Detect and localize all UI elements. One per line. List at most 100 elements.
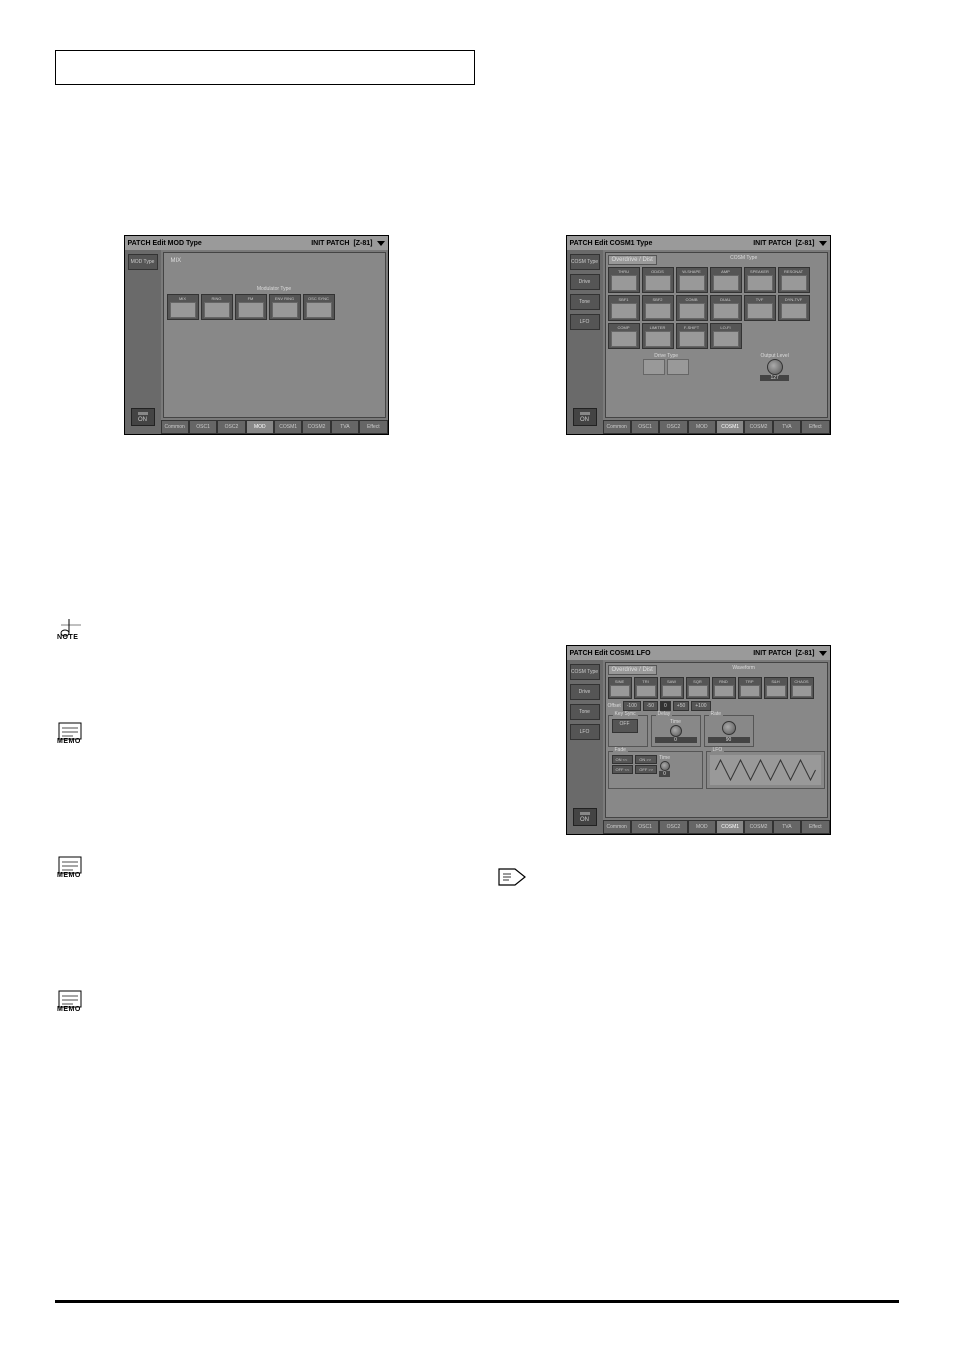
fade-off-right[interactable]: OFF >> — [635, 765, 657, 774]
tile-resonat[interactable]: RESONAT — [778, 267, 810, 293]
ref-block — [497, 865, 899, 889]
wave-tri[interactable]: TRI — [634, 677, 658, 699]
drive-option[interactable] — [667, 359, 689, 375]
tab-mod[interactable]: MOD — [688, 420, 716, 434]
tile-icon — [713, 331, 739, 347]
tile-thru[interactable]: THRU — [608, 267, 640, 293]
tab-effect[interactable]: Effect — [801, 420, 829, 434]
titlebar: PATCH Edit COSM1 Type INIT PATCH [Z-81] — [567, 236, 830, 250]
tab-common[interactable]: Common — [603, 820, 631, 834]
tile-speaker[interactable]: SPEAKER — [744, 267, 776, 293]
sidebar-btn-drive[interactable]: Drive — [570, 684, 600, 700]
tile-odds[interactable]: OD/DS — [642, 267, 674, 293]
tab-mod[interactable]: MOD — [688, 820, 716, 834]
tile-icon — [713, 303, 739, 319]
tab-cosm1[interactable]: COSM1 — [274, 420, 302, 434]
sidebar-btn-lfo[interactable]: LFO — [570, 314, 600, 330]
dropdown-icon[interactable] — [819, 651, 827, 656]
wave-rnd[interactable]: RND — [712, 677, 736, 699]
rate-knob[interactable] — [722, 721, 736, 735]
tab-osc1[interactable]: OSC1 — [189, 420, 217, 434]
tile-ring[interactable]: RING — [201, 294, 233, 320]
titlebar: PATCH Edit MOD Type INIT PATCH [Z-81] — [125, 236, 388, 250]
tab-mod[interactable]: MOD — [246, 420, 274, 434]
offset-n50[interactable]: -50 — [643, 701, 658, 711]
tab-osc1[interactable]: OSC1 — [631, 820, 659, 834]
tile-icon — [645, 331, 671, 347]
tile-tvf[interactable]: TVF — [744, 295, 776, 321]
sidebar-btn-cosm-type[interactable]: COSM Type — [570, 254, 600, 270]
sidebar-btn-lfo[interactable]: LFO — [570, 724, 600, 740]
on-button[interactable]: ON — [573, 808, 597, 826]
wave-sh[interactable]: S&H — [764, 677, 788, 699]
wave-sqr[interactable]: SQR — [686, 677, 710, 699]
sidebar-btn-tone[interactable]: Tone — [570, 704, 600, 720]
tile-dyntvf[interactable]: DYN-TVF — [778, 295, 810, 321]
keysync-btn[interactable]: OFF — [612, 719, 638, 733]
output-value: 127 — [760, 375, 788, 381]
text-placeholder — [497, 115, 899, 215]
tab-effect[interactable]: Effect — [801, 820, 829, 834]
tile-label: OSC SYNC — [308, 296, 329, 301]
tab-cosm1[interactable]: COSM1 — [716, 820, 744, 834]
tile-env-ring[interactable]: ENV RING — [269, 294, 301, 320]
text-placeholder — [497, 455, 899, 625]
fade-knob[interactable] — [660, 761, 670, 771]
tab-cosm2[interactable]: COSM2 — [744, 820, 772, 834]
on-button[interactable]: ON — [573, 408, 597, 426]
offset-label: Offset — [608, 703, 621, 709]
tile-fm[interactable]: FM — [235, 294, 267, 320]
on-button[interactable]: ON — [131, 408, 155, 426]
memo-icon: MEMO — [55, 853, 87, 877]
offset-0[interactable]: 0 — [660, 701, 671, 711]
tab-effect[interactable]: Effect — [359, 420, 387, 434]
tab-osc2[interactable]: OSC2 — [659, 820, 687, 834]
tab-tva[interactable]: TVA — [773, 420, 801, 434]
tile-fshift[interactable]: F-SHIFT — [676, 323, 708, 349]
sidebar-btn-tone[interactable]: Tone — [570, 294, 600, 310]
wave-chaos[interactable]: CHAOS — [790, 677, 814, 699]
dropdown-icon[interactable] — [819, 241, 827, 246]
tile-lofi[interactable]: LO-FI — [710, 323, 742, 349]
output-knob[interactable] — [767, 359, 783, 375]
tab-osc1[interactable]: OSC1 — [631, 420, 659, 434]
tab-cosm2[interactable]: COSM2 — [302, 420, 330, 434]
tile-comp[interactable]: COMP — [608, 323, 640, 349]
tile-osc-sync[interactable]: OSC SYNC — [303, 294, 335, 320]
wave-trp[interactable]: TRP — [738, 677, 762, 699]
wave-saw[interactable]: SAW — [660, 677, 684, 699]
offset-p50[interactable]: +50 — [673, 701, 689, 711]
tile-limiter[interactable]: LIMITER — [642, 323, 674, 349]
fade-off-left[interactable]: OFF << — [612, 765, 634, 774]
offset-n100[interactable]: -100 — [623, 701, 641, 711]
tab-common[interactable]: Common — [603, 420, 631, 434]
patch-id: [Z-81] — [353, 240, 372, 247]
wave-sine[interactable]: SINE — [608, 677, 632, 699]
delay-knob[interactable] — [670, 725, 682, 737]
tab-tva[interactable]: TVA — [331, 420, 359, 434]
tile-wshape[interactable]: W-SHAPE — [676, 267, 708, 293]
drive-option[interactable] — [643, 359, 665, 375]
tab-osc2[interactable]: OSC2 — [217, 420, 245, 434]
fade-on-left[interactable]: ON << — [612, 755, 634, 764]
tile-sbf2[interactable]: SBF2 — [642, 295, 674, 321]
tile-comb[interactable]: COMB — [676, 295, 708, 321]
sidebar-btn-mod-type[interactable]: MOD Type — [128, 254, 158, 270]
tile-sbf1[interactable]: SBF1 — [608, 295, 640, 321]
sidebar-btn-drive[interactable]: Drive — [570, 274, 600, 290]
tile-mix[interactable]: MIX — [167, 294, 199, 320]
tile-icon — [714, 685, 734, 697]
sidebar-btn-cosm-type[interactable]: COSM Type — [570, 664, 600, 680]
tab-osc2[interactable]: OSC2 — [659, 420, 687, 434]
tab-tva[interactable]: TVA — [773, 820, 801, 834]
offset-p100[interactable]: +100 — [691, 701, 710, 711]
fade-on-right[interactable]: ON >> — [635, 755, 657, 764]
text-placeholder — [55, 455, 457, 605]
tab-common[interactable]: Common — [161, 420, 189, 434]
dropdown-icon[interactable] — [377, 241, 385, 246]
tile-amp[interactable]: AMP — [710, 267, 742, 293]
tile-label: DUAL — [720, 297, 731, 302]
tab-cosm2[interactable]: COSM2 — [744, 420, 772, 434]
tab-cosm1[interactable]: COSM1 — [716, 420, 744, 434]
tile-dual[interactable]: DUAL — [710, 295, 742, 321]
